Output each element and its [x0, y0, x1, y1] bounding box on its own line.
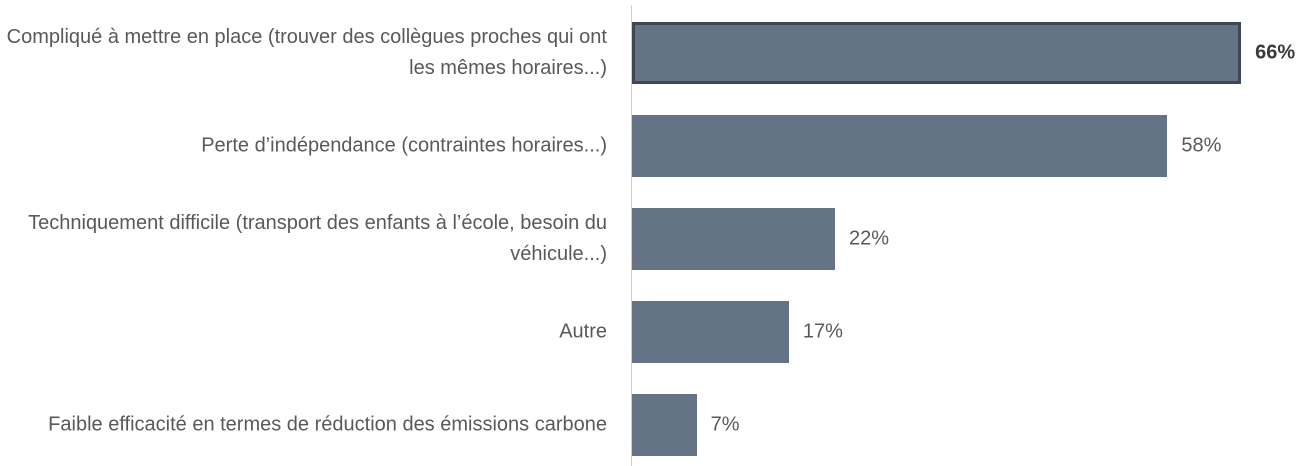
value-label: 66% — [1255, 41, 1296, 64]
bar — [632, 301, 789, 363]
category-label: Faible efficacité en termes de réduction… — [48, 413, 607, 436]
bar — [632, 22, 1242, 84]
bar — [632, 115, 1168, 177]
value-label: 7% — [710, 413, 740, 436]
axis-line — [631, 5, 632, 466]
category-label: Techniquement difficile (transport des e… — [28, 212, 607, 265]
value-label: 22% — [849, 227, 890, 250]
category-label: Autre — [559, 320, 607, 343]
bar — [632, 208, 836, 270]
category-label: Perte d’indépendance (contraintes horair… — [201, 134, 607, 157]
category-label: Compliqué à mettre en place (trouver des… — [6, 26, 607, 79]
value-label: 17% — [802, 320, 843, 343]
bar — [632, 394, 697, 456]
value-label: 58% — [1181, 134, 1222, 157]
